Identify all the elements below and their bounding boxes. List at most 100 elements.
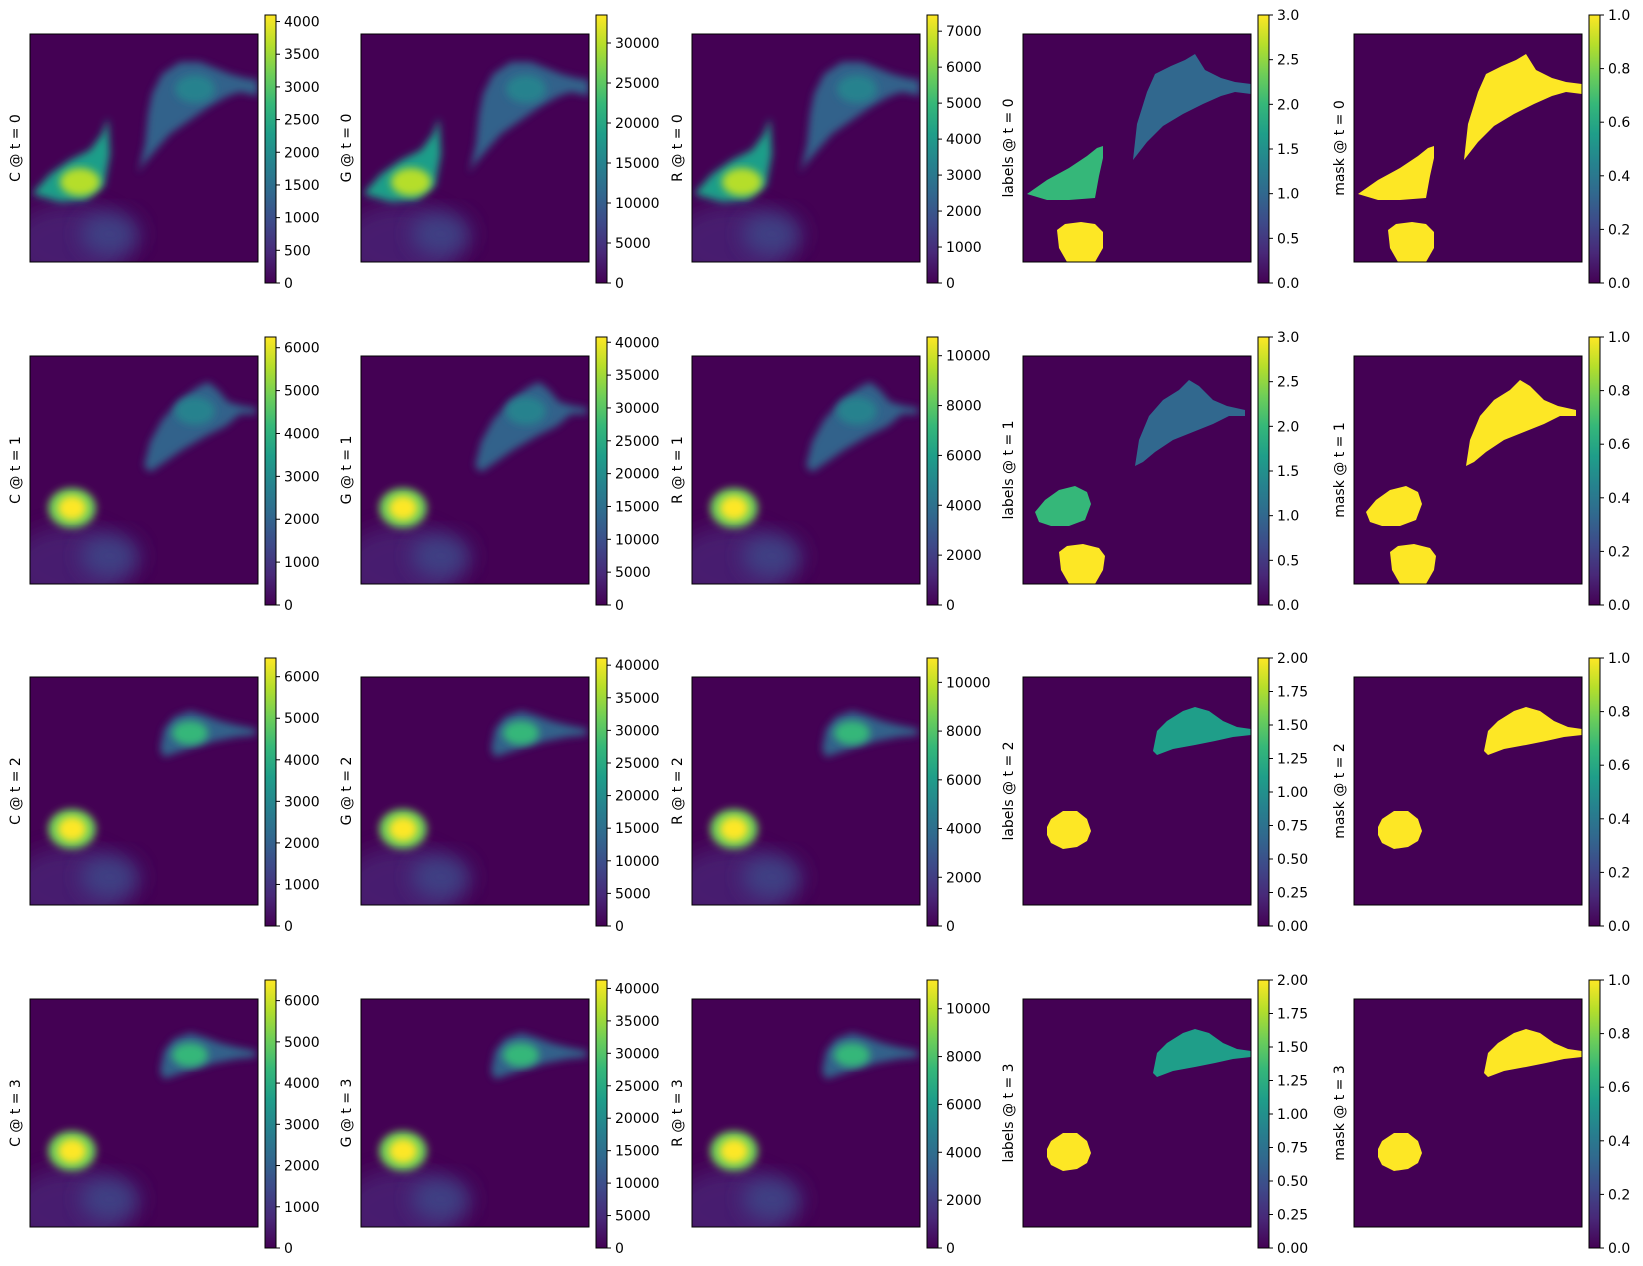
colorbar-tick-label: 0.0 xyxy=(1608,276,1630,292)
image-frame xyxy=(1353,33,1583,263)
colorbar-tick-label: 0.5 xyxy=(1277,553,1299,569)
colorbar-tick-label: 0.8 xyxy=(1608,1027,1630,1043)
colorbar xyxy=(264,336,277,606)
heatmap-panel: 0.0 0.2 0.4 0.6 0.8 1.0 xyxy=(1353,651,1630,935)
upper-cell-bright-region xyxy=(503,1043,539,1067)
left-cell-bright-region xyxy=(391,168,431,196)
colorbar-tick-label: 20000 xyxy=(615,789,660,805)
left-cell-bright-region xyxy=(389,1139,417,1163)
colorbar-tick-label: 25000 xyxy=(615,434,660,450)
colorbar-tick-label: 2000 xyxy=(946,204,982,220)
colorbar-tick-label: 0 xyxy=(946,919,955,935)
colorbar-tick-label: 0.5 xyxy=(1277,231,1299,247)
colorbar-tick-label: 2000 xyxy=(946,548,982,564)
label-region-2 xyxy=(1027,146,1103,200)
colorbar-tick-label: 4000 xyxy=(946,1145,982,1161)
colorbar-tick-label: 1.0 xyxy=(1277,187,1299,203)
colorbar-tick-label: 0 xyxy=(615,919,624,935)
colorbar-tick-label: 15000 xyxy=(615,1144,660,1160)
colorbar xyxy=(264,657,277,927)
colorbar-tick-label: 6000 xyxy=(946,1097,982,1113)
colorbar-tick-label: 0.4 xyxy=(1608,491,1630,507)
upper-cell-bright-region xyxy=(172,1043,208,1067)
image-frame xyxy=(1353,355,1583,585)
colorbar-tick-label: 40000 xyxy=(615,335,660,351)
colorbar-tick-label: 1500 xyxy=(284,178,320,194)
dim-cell xyxy=(742,534,802,578)
colorbar-tick-label: 8000 xyxy=(946,1050,982,1066)
colorbar-tick-label: 2.00 xyxy=(1277,651,1308,667)
left-cell-bright-region xyxy=(720,817,748,841)
colorbar-tick-label: 0 xyxy=(946,598,955,614)
colorbar-tick-label: 1.0 xyxy=(1608,651,1630,667)
dim-cell xyxy=(411,534,471,578)
colorbar-tick-label: 2000 xyxy=(946,870,982,886)
colorbar-tick-label: 0 xyxy=(946,1241,955,1257)
label-region-2 xyxy=(1366,486,1422,526)
dim-cell xyxy=(80,855,140,899)
colorbar-tick-label: 4000 xyxy=(946,498,982,514)
upper-cell-nucleus xyxy=(837,397,877,425)
heatmap-panel: 0.0 0.2 0.4 0.6 0.8 1.0 xyxy=(1353,8,1630,292)
colorbar-tick-label: 2.0 xyxy=(1277,419,1299,435)
label-region-2 xyxy=(1358,146,1434,200)
colorbar-tick-label: 4000 xyxy=(946,132,982,148)
colorbar-tick-label: 5000 xyxy=(946,96,982,112)
colorbar-tick-label: 1.75 xyxy=(1277,685,1308,701)
colorbar xyxy=(595,657,608,927)
colorbar-tick-label: 1.5 xyxy=(1277,142,1299,158)
image-frame xyxy=(29,676,259,906)
panel-ylabel: C @ t = 3 xyxy=(8,1079,24,1147)
colorbar-tick-label: 10000 xyxy=(615,854,660,870)
colorbar-tick-label: 0.2 xyxy=(1608,865,1630,881)
panels-layer: 0500100015002000250030003500400005000100… xyxy=(29,8,1630,1257)
colorbar-tick-label: 0.00 xyxy=(1277,1241,1308,1257)
image-frame xyxy=(29,355,259,585)
label-region-2 xyxy=(1047,811,1091,849)
colorbar-tick-label: 3.0 xyxy=(1277,8,1299,24)
colorbar-tick-label: 500 xyxy=(284,243,311,259)
colorbar-tick-label: 1.0 xyxy=(1608,973,1630,989)
colorbar-tick-label: 30000 xyxy=(615,401,660,417)
colorbar-tick-label: 1000 xyxy=(946,240,982,256)
label-region-2 xyxy=(1047,1133,1091,1171)
heatmap-panel: 0 500 1000 1500 2000 2500 3000 3500 4000 xyxy=(29,14,320,292)
left-cell-bright-region xyxy=(58,496,86,520)
colorbar-tick-label: 0.6 xyxy=(1608,758,1630,774)
colorbar-tick-label: 10000 xyxy=(615,196,660,212)
panel-ylabel: mask @ t = 3 xyxy=(1332,1065,1348,1161)
colorbar-tick-label: 1000 xyxy=(284,555,320,571)
dim-cell xyxy=(742,212,802,256)
left-cell-bright-region xyxy=(720,1139,748,1163)
panel-ylabel: mask @ t = 2 xyxy=(1332,743,1348,839)
colorbar-tick-label: 2.5 xyxy=(1277,375,1299,391)
image-frame xyxy=(1353,676,1583,906)
image-frame xyxy=(691,676,921,906)
colorbar-tick-label: 0.0 xyxy=(1608,1241,1630,1257)
dim-cell xyxy=(80,1177,140,1221)
panel-ylabel: G @ t = 3 xyxy=(339,1078,355,1148)
upper-cell xyxy=(144,382,256,472)
colorbar-tick-label: 1.0 xyxy=(1608,8,1630,24)
colorbar-tick-label: 25000 xyxy=(615,76,660,92)
colorbar-tick-label: 6000 xyxy=(946,60,982,76)
label-region-2 xyxy=(1378,811,1422,849)
heatmap-panel: 0 2000 4000 6000 8000 10000 xyxy=(691,657,991,935)
colorbar-tick-label: 40000 xyxy=(615,658,660,674)
label-region-1 xyxy=(1466,380,1576,466)
colorbar xyxy=(1588,979,1601,1249)
colorbar-tick-label: 35000 xyxy=(615,368,660,384)
colorbar-tick-label: 5000 xyxy=(615,886,651,902)
colorbar-tick-label: 0.2 xyxy=(1608,222,1630,238)
panel-ylabel: C @ t = 2 xyxy=(8,757,24,825)
colorbar xyxy=(926,14,939,284)
colorbar-tick-label: 1.25 xyxy=(1277,1074,1308,1090)
colorbar-tick-label: 30000 xyxy=(615,36,660,52)
colorbar-tick-label: 1.50 xyxy=(1277,1040,1308,1056)
label-region-1 xyxy=(1153,707,1251,755)
label-region-3 xyxy=(1390,544,1436,584)
colorbar-tick-label: 25000 xyxy=(615,1079,660,1095)
colorbar-tick-label: 3500 xyxy=(284,47,320,63)
colorbar-tick-label: 2.5 xyxy=(1277,53,1299,69)
colorbar-tick-label: 4000 xyxy=(284,426,320,442)
